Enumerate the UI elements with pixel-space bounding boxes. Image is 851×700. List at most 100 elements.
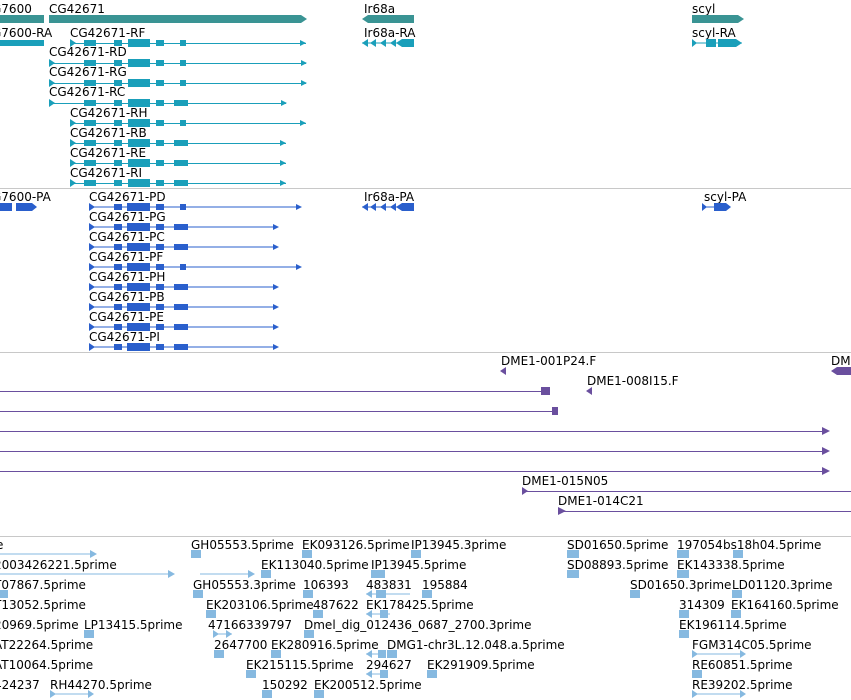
est-label[interactable]: 314309 xyxy=(679,598,725,612)
est-label[interactable]: RE60851.5prime xyxy=(692,658,793,672)
est-label[interactable]: 487622 xyxy=(313,598,359,612)
transcript-label-cg42671-rf[interactable]: CG42671-RF xyxy=(70,26,146,40)
est-alignment-row-3 xyxy=(0,590,742,598)
est-label[interactable]: 20969.5prime xyxy=(0,618,79,632)
gene-label-scyl[interactable]: scyl xyxy=(692,2,716,16)
gene-arrow-ir68a[interactable] xyxy=(362,14,414,24)
clone-span-line[interactable] xyxy=(0,471,824,472)
est-label[interactable]: 150292 xyxy=(262,678,308,692)
est-label[interactable]: RH44270.5prime xyxy=(50,678,152,692)
protein-arrow-ir68a-pa xyxy=(362,203,414,211)
transcript-arrow-cg42671-rg xyxy=(49,79,307,87)
transcript-intron-line xyxy=(50,83,306,84)
est-label[interactable]: EK203106.5prime xyxy=(206,598,314,612)
est-label[interactable]: T13052.5prime xyxy=(0,598,86,612)
transcript-label-cg42671-rd[interactable]: CG42671-RD xyxy=(49,45,127,59)
est-label[interactable]: T07867.5prime xyxy=(0,578,86,592)
transcript-label-cg42671-rg[interactable]: CG42671-RG xyxy=(49,65,127,79)
clone-label-dme1-001p24[interactable]: DME1-001P24.F xyxy=(501,354,597,368)
est-label[interactable]: 197054 xyxy=(677,538,723,552)
est-label[interactable]: EK215115.5prime xyxy=(246,658,354,672)
clone-arrow xyxy=(558,507,566,515)
est-label[interactable]: 294627 xyxy=(366,658,412,672)
est-label[interactable]: 2647700 xyxy=(214,638,268,652)
clone-span-line[interactable] xyxy=(0,391,545,392)
transcript-label-cg42671-ri[interactable]: CG42671-RI xyxy=(70,166,143,180)
est-label[interactable]: e xyxy=(0,538,3,552)
est-label[interactable]: AT22264.5prime xyxy=(0,638,94,652)
est-label[interactable]: EK178425.5prime xyxy=(366,598,474,612)
transcript-arrow-cg42671-rh xyxy=(70,119,306,127)
est-label[interactable]: 2003426221.5prime xyxy=(0,558,117,572)
est-label[interactable]: SD01650.5prime xyxy=(567,538,669,552)
est-label[interactable]: AT10064.5prime xyxy=(0,658,94,672)
protein-arrow-cg42671-pi xyxy=(89,343,279,351)
protein-label-cg42671-pi[interactable]: CG42671-PI xyxy=(89,330,160,344)
transcript-label-cg42671-rb[interactable]: CG42671-RB xyxy=(70,126,147,140)
est-label[interactable]: bs18h04.5prime xyxy=(723,538,822,552)
est-label[interactable]: RE39202.5prime xyxy=(692,678,793,692)
clone-label-dme1-008i15[interactable]: DME1-008I15.F xyxy=(587,374,679,388)
protein-label-cg42671-ph[interactable]: CG42671-PH xyxy=(89,270,166,284)
gene-bar-g7600[interactable] xyxy=(0,15,44,23)
est-label[interactable]: GH05553.3prime xyxy=(193,578,296,592)
protein-label-cg42671-pd[interactable]: CG42671-PD xyxy=(89,190,166,204)
est-label[interactable]: 424237 xyxy=(0,678,40,692)
protein-label-cg42671-pf[interactable]: CG42671-PF xyxy=(89,250,164,264)
est-label[interactable]: DMG1-chr3L.12.048.a.5prime xyxy=(387,638,565,652)
transcript-label-cg42671-re[interactable]: CG42671-RE xyxy=(70,146,147,160)
est-label[interactable]: Dmel_dig_012436_0687_2700.3prime xyxy=(304,618,532,632)
clone-span-line[interactable] xyxy=(558,511,851,512)
protein-label-cg42671-pb[interactable]: CG42671-PB xyxy=(89,290,165,304)
est-label[interactable]: LD01120.3prime xyxy=(732,578,833,592)
gene-arrow-scyl[interactable] xyxy=(692,14,746,24)
est-label[interactable]: SD01650.3prime xyxy=(630,578,732,592)
est-label[interactable]: EK280916.5prime xyxy=(271,638,379,652)
protein-arrow-cg42671-pe xyxy=(89,323,279,331)
est-label[interactable]: FGM314C05.5prime xyxy=(692,638,812,652)
est-label[interactable]: EK291909.5prime xyxy=(427,658,535,672)
est-label[interactable]: IP13945.3prime xyxy=(411,538,507,552)
est-label[interactable]: EK200512.5prime xyxy=(314,678,422,692)
transcript-label-cg42671-rc[interactable]: CG42671-RC xyxy=(49,85,126,99)
transcript-label-g7600-ra[interactable]: G7600-RA xyxy=(0,26,53,40)
est-label[interactable]: 106393 xyxy=(303,578,349,592)
track-separator xyxy=(0,352,851,353)
protein-label-scyl-pa[interactable]: scyl-PA xyxy=(704,190,747,204)
est-label[interactable]: EK113040.5prime xyxy=(261,558,369,572)
gene-label-ir68a[interactable]: Ir68a xyxy=(364,2,396,16)
est-label[interactable]: LP13415.5prime xyxy=(84,618,183,632)
protein-label-cg42671-pe[interactable]: CG42671-PE xyxy=(89,310,164,324)
est-label[interactable]: EK164160.5prime xyxy=(731,598,839,612)
clone-label-dm[interactable]: DM xyxy=(831,354,851,368)
est-label[interactable]: EK143338.5prime xyxy=(677,558,785,572)
transcript-arrow-cg42671-rf xyxy=(70,39,306,47)
protein-label-g7600-pa[interactable]: G7600-PA xyxy=(0,190,51,204)
est-label[interactable]: IP13945.5prime xyxy=(371,558,467,572)
est-label[interactable]: EK093126.5prime xyxy=(302,538,410,552)
clone-span-line[interactable] xyxy=(0,411,554,412)
est-label[interactable]: EK196114.5prime xyxy=(679,618,787,632)
protein-label-ir68a-pa[interactable]: Ir68a-PA xyxy=(364,190,415,204)
est-label[interactable]: SD08893.5prime xyxy=(567,558,669,572)
transcript-label-cg42671-rh[interactable]: CG42671-RH xyxy=(70,106,148,120)
est-label[interactable]: 47166339797 xyxy=(208,618,292,632)
clone-span-line[interactable] xyxy=(0,431,824,432)
clone-span-line[interactable] xyxy=(0,451,824,452)
gene-arrow-cg42671[interactable] xyxy=(49,14,309,24)
protein-label-cg42671-pc[interactable]: CG42671-PC xyxy=(89,230,165,244)
clone-arrow xyxy=(500,367,506,375)
transcript-label-scyl-ra[interactable]: scyl-RA xyxy=(692,26,736,40)
clone-label-dme1-015n05[interactable]: DME1-015N05 xyxy=(522,474,609,488)
clone-label-dme1-014c21[interactable]: DME1-014C21 xyxy=(558,494,644,508)
est-label[interactable]: GH05553.5prime xyxy=(191,538,294,552)
gene-label-cg42671[interactable]: CG42671 xyxy=(49,2,105,16)
est-label[interactable]: 483831 xyxy=(366,578,412,592)
protein-arrow-scyl-pa xyxy=(702,203,731,211)
protein-label-cg42671-pg[interactable]: CG42671-PG xyxy=(89,210,166,224)
clone-span-line[interactable] xyxy=(522,491,851,492)
transcript-label-ir68a-ra[interactable]: Ir68a-RA xyxy=(364,26,416,40)
gene-label-g7600[interactable]: G7600 xyxy=(0,2,32,16)
est-label[interactable]: 195884 xyxy=(422,578,468,592)
